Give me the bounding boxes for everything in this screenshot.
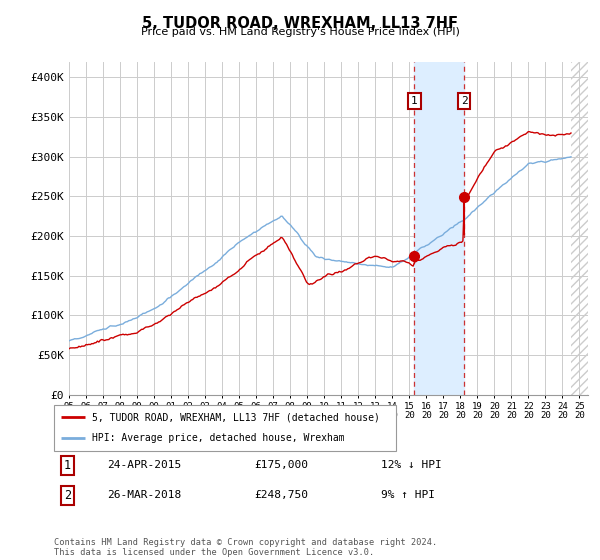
Text: 26-MAR-2018: 26-MAR-2018 bbox=[107, 490, 181, 500]
Bar bbox=[571, 62, 588, 395]
Text: 12% ↓ HPI: 12% ↓ HPI bbox=[382, 460, 442, 470]
Text: 2: 2 bbox=[461, 96, 467, 106]
Text: 1: 1 bbox=[64, 459, 71, 472]
Text: £175,000: £175,000 bbox=[254, 460, 308, 470]
Text: Contains HM Land Registry data © Crown copyright and database right 2024.
This d: Contains HM Land Registry data © Crown c… bbox=[54, 538, 437, 557]
Text: Price paid vs. HM Land Registry's House Price Index (HPI): Price paid vs. HM Land Registry's House … bbox=[140, 27, 460, 37]
Bar bbox=[571, 62, 588, 395]
Text: HPI: Average price, detached house, Wrexham: HPI: Average price, detached house, Wrex… bbox=[92, 433, 344, 444]
Text: 5, TUDOR ROAD, WREXHAM, LL13 7HF: 5, TUDOR ROAD, WREXHAM, LL13 7HF bbox=[142, 16, 458, 31]
Bar bbox=[415, 62, 464, 395]
Text: 24-APR-2015: 24-APR-2015 bbox=[107, 460, 181, 470]
FancyBboxPatch shape bbox=[54, 405, 396, 451]
Text: 1: 1 bbox=[411, 96, 418, 106]
Text: £248,750: £248,750 bbox=[254, 490, 308, 500]
Text: 5, TUDOR ROAD, WREXHAM, LL13 7HF (detached house): 5, TUDOR ROAD, WREXHAM, LL13 7HF (detach… bbox=[92, 412, 379, 422]
Text: 9% ↑ HPI: 9% ↑ HPI bbox=[382, 490, 436, 500]
Text: 2: 2 bbox=[64, 488, 71, 502]
